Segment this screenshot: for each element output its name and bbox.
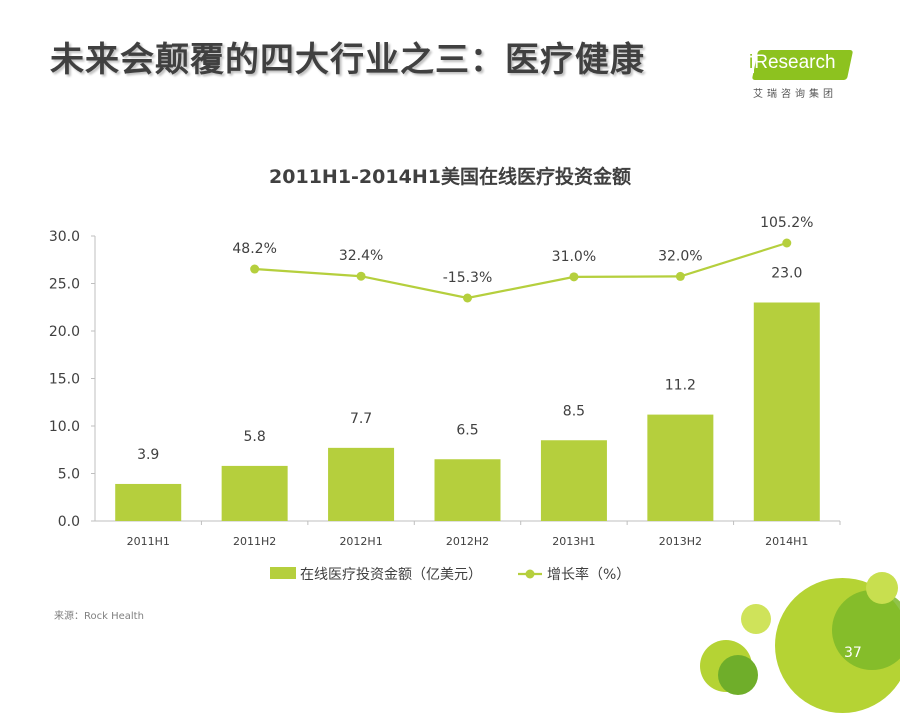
x-tick-label: 2011H1: [127, 535, 170, 548]
decor-circle: [832, 590, 900, 670]
logo-wordmark: iResearch: [748, 52, 836, 74]
y-tick-label: 10.0: [49, 419, 80, 435]
y-tick-label: 25.0: [49, 277, 80, 293]
y-tick-label: 15.0: [49, 372, 80, 388]
bar-data-label: 11.2: [665, 378, 696, 394]
chart-title: 2011H1-2014H1美国在线医疗投资金额: [269, 166, 631, 188]
growth-line: [254, 241, 788, 300]
growth-data-label: -15.3%: [443, 270, 493, 286]
x-tick-label: 2014H1: [765, 535, 808, 548]
bar-data-label: 23.0: [771, 266, 802, 282]
legend-bar-swatch: [270, 567, 296, 579]
growth-data-label: 105.2%: [760, 215, 813, 231]
x-tick-label: 2012H2: [446, 535, 489, 548]
y-tick-label: 0.0: [58, 514, 80, 530]
bar: [115, 483, 182, 521]
legend-line-marker: [525, 569, 535, 579]
growth-point: [463, 293, 472, 303]
bar-data-label: 5.8: [244, 429, 266, 445]
decor-circle: [741, 604, 771, 634]
logo-brand: Research: [754, 52, 836, 73]
bar: [647, 414, 714, 521]
x-tick-label: 2013H2: [659, 535, 702, 548]
bar-data-label: 6.5: [456, 422, 478, 438]
growth-point: [250, 264, 260, 274]
source-note: 来源：Rock Health: [54, 611, 144, 622]
growth-point: [569, 272, 579, 282]
growth-point: [782, 238, 792, 248]
logo-i: i: [748, 52, 755, 73]
bar: [328, 447, 395, 521]
legend-line-label: 增长率（%）: [547, 566, 630, 583]
bar: [221, 465, 288, 521]
bar: [540, 440, 607, 521]
growth-data-label: 31.0%: [552, 249, 596, 265]
x-tick-label: 2011H2: [233, 535, 276, 548]
growth-data-label: 32.4%: [339, 248, 383, 264]
decor-circle: [866, 572, 898, 604]
y-tick-label: 20.0: [49, 324, 80, 340]
x-tick-label: 2012H1: [339, 535, 382, 548]
y-tick-label: 30.0: [49, 229, 80, 245]
logo-subtitle: 艾瑞咨询集团: [753, 89, 837, 100]
growth-point: [675, 271, 685, 281]
legend-bar-label: 在线医疗投资金额（亿美元）: [300, 567, 482, 583]
bar-data-label: 8.5: [563, 403, 585, 419]
chart: 0.0 5.0 10.0 15.0 20.0 25.0 30.0 3.9 5.8 7.7 6.5 8.…: [49, 215, 841, 583]
iresearch-logo: iResearch 艾瑞咨询集团: [745, 50, 854, 100]
x-tick-label: 2013H1: [552, 535, 595, 548]
growth-data-label: 32.0%: [658, 248, 702, 264]
growth-point: [356, 271, 366, 281]
slide-title: 未来会颠覆的四大行业之三：医疗健康: [50, 40, 645, 80]
bar-data-label: 7.7: [350, 411, 372, 427]
page-number: 37: [844, 645, 862, 661]
decor-circle: [718, 655, 758, 695]
bar: [753, 302, 820, 521]
bar: [434, 459, 501, 521]
bar-data-label: 3.9: [137, 447, 159, 463]
y-tick-label: 5.0: [58, 467, 80, 483]
growth-data-label: 48.2%: [232, 241, 276, 257]
